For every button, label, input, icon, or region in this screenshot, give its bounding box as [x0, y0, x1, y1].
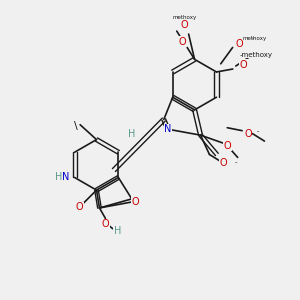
Text: O: O — [180, 20, 188, 30]
Text: methoxy: methoxy — [172, 15, 196, 20]
Text: -methoxy: -methoxy — [240, 52, 273, 58]
Text: methoxy: methoxy — [242, 36, 266, 41]
Text: N: N — [164, 124, 172, 134]
Text: O: O — [179, 37, 187, 46]
Text: O: O — [219, 158, 226, 168]
Text: -: - — [251, 35, 254, 41]
Text: -: - — [257, 129, 260, 135]
Text: H: H — [55, 172, 62, 182]
Text: N: N — [62, 172, 69, 182]
Text: O: O — [244, 129, 252, 139]
Text: H: H — [114, 226, 121, 236]
Text: -: - — [235, 159, 237, 165]
Text: O: O — [236, 40, 243, 50]
Text: O: O — [76, 202, 83, 212]
Text: H: H — [128, 129, 135, 140]
Text: O: O — [240, 59, 247, 70]
Text: \: \ — [74, 121, 78, 131]
Text: O: O — [224, 140, 231, 151]
Text: O: O — [132, 197, 139, 207]
Text: O: O — [102, 219, 109, 229]
